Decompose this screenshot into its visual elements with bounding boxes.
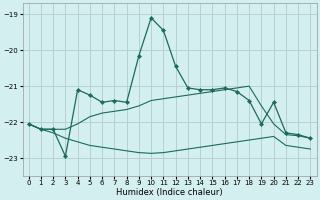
X-axis label: Humidex (Indice chaleur): Humidex (Indice chaleur) [116,188,223,197]
